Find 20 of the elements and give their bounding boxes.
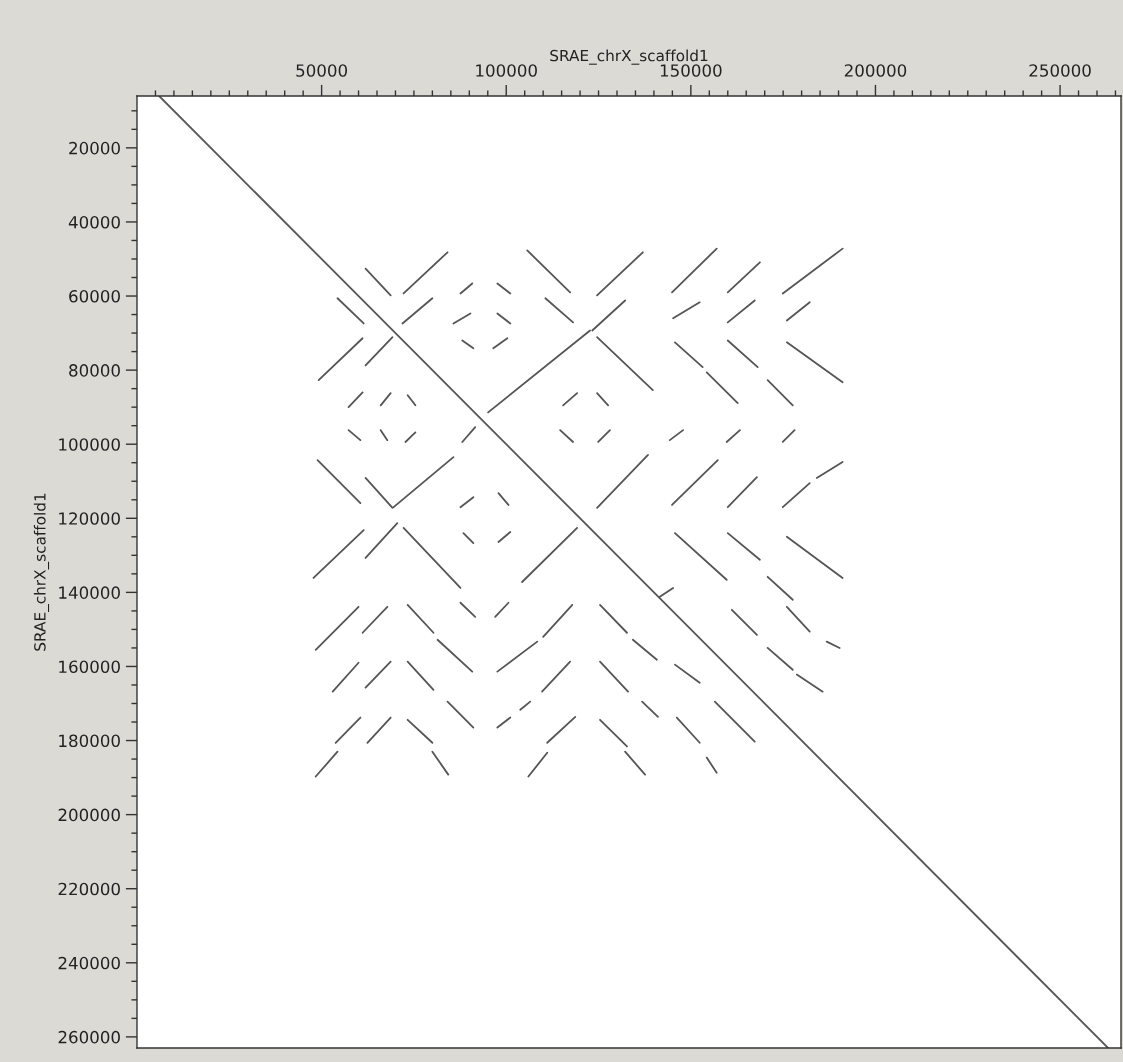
y-tick-label: 160000 (59, 660, 120, 674)
y-tick-label: 120000 (59, 512, 120, 525)
x-tick-label: 200000 (844, 64, 907, 77)
y-axis-title: SRAE_chrX_scaffold1 (33, 493, 50, 651)
y-tick-label: 180000 (59, 734, 120, 748)
x-axis-title: SRAE_chrX_scaffold1 (550, 49, 708, 65)
x-tick-label: 150000 (660, 64, 722, 77)
y-tick-label: 220000 (58, 882, 120, 896)
y-tick-label: 100000 (59, 438, 120, 451)
y-tick-label: 200000 (58, 808, 120, 822)
y-tick-label: 60000 (69, 289, 120, 303)
y-tick-label: 40000 (68, 215, 120, 229)
x-tick-label: 100000 (476, 64, 537, 77)
y-tick-label: 240000 (58, 956, 120, 970)
y-tick-label: 140000 (59, 586, 120, 599)
x-tick-label: 250000 (1029, 64, 1091, 77)
y-tick-label: 20000 (69, 141, 120, 155)
y-tick-label: 260000 (58, 1030, 120, 1044)
y-tick-label: 80000 (69, 364, 120, 377)
x-tick-label: 50000 (296, 64, 348, 77)
